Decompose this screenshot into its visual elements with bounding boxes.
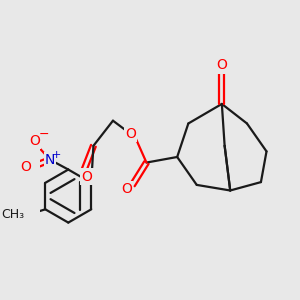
Text: O: O (216, 58, 227, 72)
Text: O: O (122, 182, 132, 196)
Text: −: − (39, 128, 49, 141)
Text: O: O (29, 134, 40, 148)
Text: +: + (52, 150, 61, 160)
Text: O: O (20, 160, 31, 174)
Text: N: N (45, 153, 55, 167)
Text: O: O (125, 127, 136, 141)
Text: O: O (82, 169, 92, 184)
Text: CH₃: CH₃ (1, 208, 24, 221)
